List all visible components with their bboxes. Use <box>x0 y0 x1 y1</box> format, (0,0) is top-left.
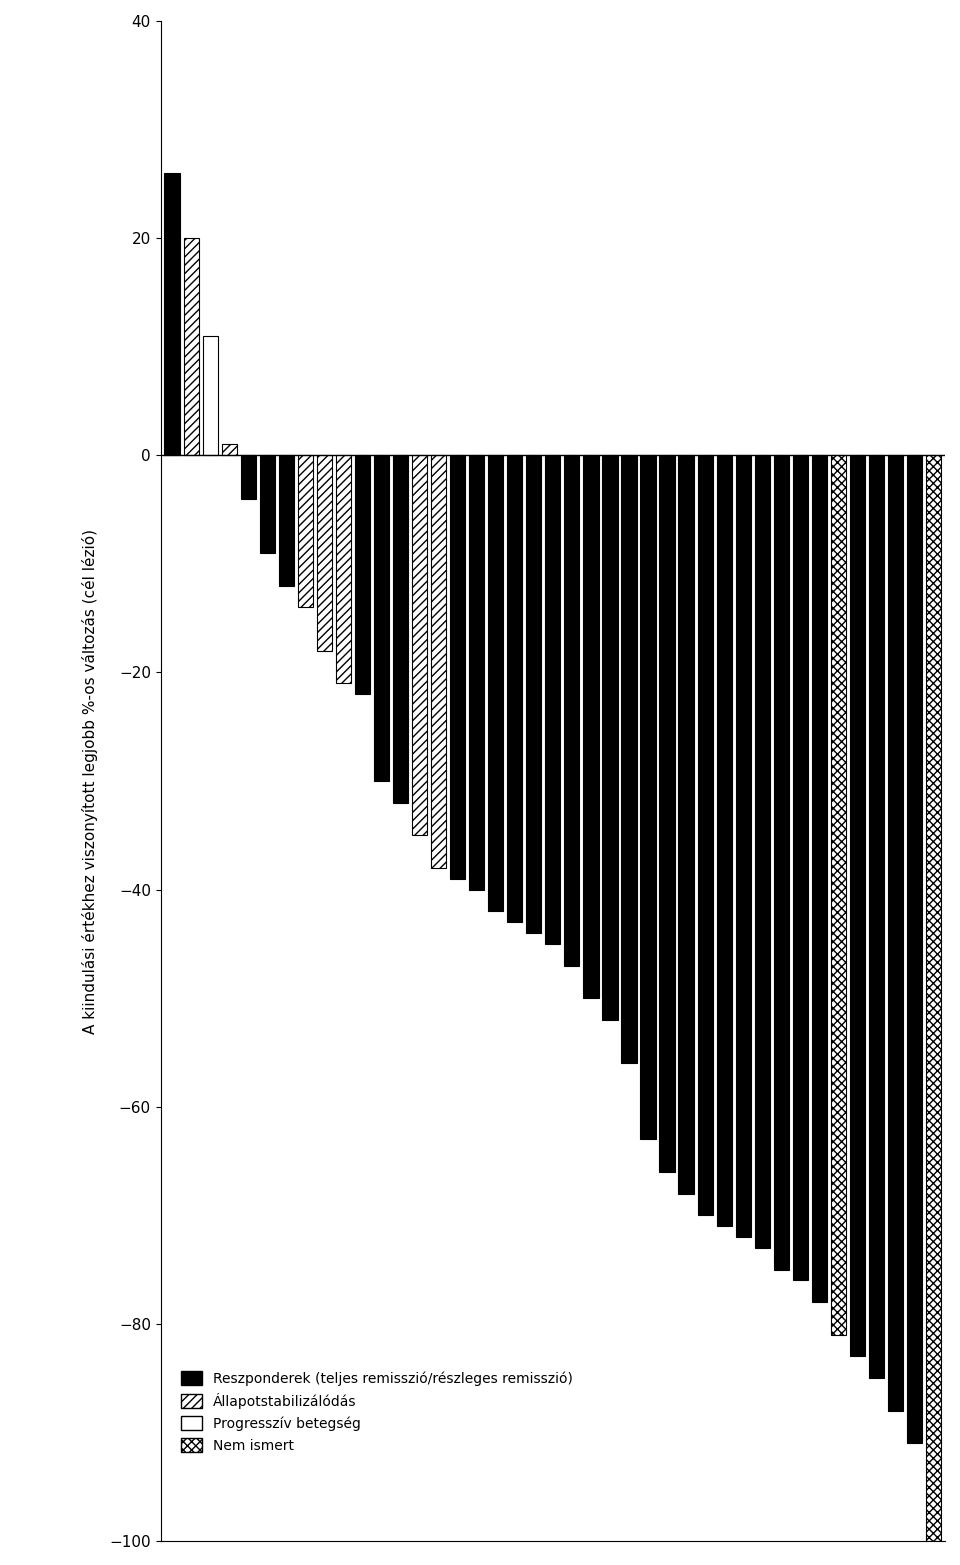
Bar <box>716 455 732 1225</box>
Bar <box>660 455 675 1172</box>
Bar <box>203 336 218 455</box>
Bar <box>373 455 389 781</box>
Bar <box>298 455 313 607</box>
Bar <box>222 444 237 455</box>
Bar <box>830 455 846 1335</box>
Bar <box>584 455 598 998</box>
Bar <box>545 455 561 944</box>
Bar <box>164 174 180 455</box>
Bar <box>907 455 923 1443</box>
Bar <box>735 455 751 1236</box>
Bar <box>183 238 199 455</box>
Bar <box>679 455 694 1194</box>
Y-axis label: A kiindulási értékhez viszonyított legjobb %-os változás (cél lézió): A kiindulási értékhez viszonyított legjo… <box>83 529 98 1033</box>
Bar <box>278 455 294 585</box>
Bar <box>526 455 541 933</box>
Bar <box>793 455 808 1280</box>
Bar <box>431 455 446 869</box>
Bar <box>621 455 636 1063</box>
Bar <box>488 455 503 911</box>
Bar <box>241 455 256 499</box>
Bar <box>774 455 789 1269</box>
Bar <box>355 455 370 695</box>
Bar <box>698 455 712 1216</box>
Bar <box>450 455 466 878</box>
Bar <box>317 455 332 651</box>
Bar <box>926 455 941 1542</box>
Bar <box>507 455 522 922</box>
Bar <box>564 455 580 966</box>
Bar <box>602 455 617 1020</box>
Bar <box>393 455 408 803</box>
Bar <box>888 455 903 1410</box>
Bar <box>336 455 351 684</box>
Bar <box>412 455 427 836</box>
Bar <box>469 455 484 889</box>
Bar <box>640 455 656 1139</box>
Bar <box>259 455 275 552</box>
Bar <box>850 455 865 1357</box>
Bar <box>869 455 884 1379</box>
Bar <box>812 455 827 1302</box>
Legend: Reszponderek (teljes remisszió/részleges remisszió), Állapotstabilizálódás, Prog: Reszponderek (teljes remisszió/részleges… <box>176 1366 578 1459</box>
Bar <box>755 455 770 1247</box>
